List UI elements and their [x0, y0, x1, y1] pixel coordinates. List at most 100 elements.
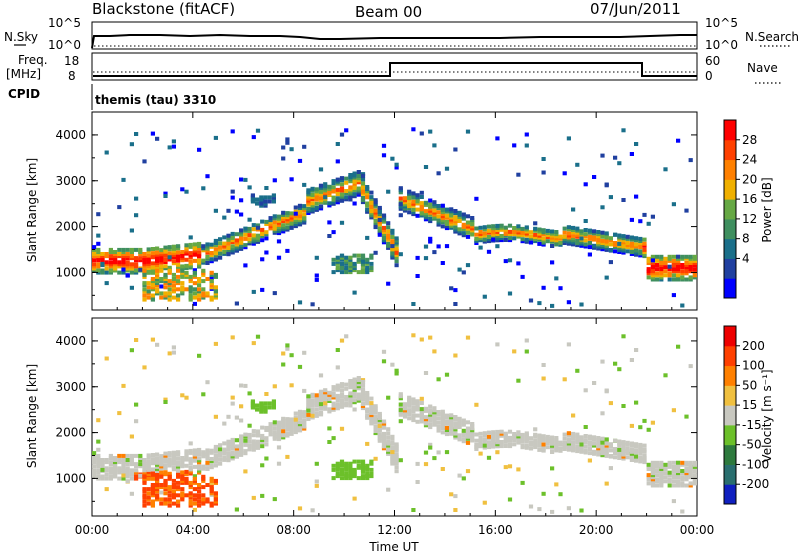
velocity-echo-cell [516, 378, 521, 383]
velocity-echo-cell [230, 450, 235, 455]
velocity-echo-cell [188, 480, 193, 485]
velocity-echo-cell [541, 446, 546, 451]
velocity-echo-cell [163, 485, 168, 490]
power-echo-cell [373, 218, 378, 223]
power-echo-cell [100, 254, 105, 259]
power-echo-cell [642, 247, 647, 252]
power-echo-cell [213, 272, 218, 277]
velocity-echo-cell [352, 407, 357, 412]
velocity-echo-cell [512, 432, 517, 436]
velocity-echo-cell [587, 447, 592, 451]
velocity-echo-cell [638, 449, 643, 454]
power-echo-cell [423, 165, 429, 169]
power-echo-cell [646, 256, 651, 261]
velocity-echo-cell [671, 499, 676, 504]
power-echo-cell [369, 261, 374, 266]
power-echo-cell [339, 182, 345, 187]
velocity-echo-cell [541, 491, 546, 496]
velocity-echo-cell [335, 348, 340, 352]
velocity-echo-cell [604, 481, 609, 486]
power-echo-cell [436, 210, 441, 215]
velocity-echo-cell [571, 434, 576, 438]
power-echo-cell [461, 216, 466, 221]
velocity-echo-cell [218, 451, 223, 456]
velocity-echo-cell [176, 493, 181, 498]
power-echo-cell [205, 244, 210, 249]
velocity-echo-cell [180, 487, 185, 492]
velocity-echo-cell [171, 491, 176, 496]
power-echo-cell [263, 195, 268, 200]
velocity-echo-cell [226, 447, 231, 452]
ytick-label: 4000 [55, 128, 86, 142]
velocity-echo-cell [470, 422, 475, 426]
power-echo-cell [566, 231, 571, 236]
velocity-echo-cell [184, 457, 189, 462]
power-echo-cell [344, 268, 349, 273]
power-echo-cell [608, 238, 613, 243]
power-echo-cell [205, 242, 210, 247]
velocity-echo-cell [251, 433, 256, 438]
power-echo-cell [394, 259, 399, 264]
power-echo-cell [247, 237, 252, 242]
velocity-echo-cell [390, 441, 395, 445]
velocity-echo-cell [192, 501, 197, 506]
power-echo-cell [440, 212, 445, 216]
power-echo-cell [659, 271, 664, 276]
velocity-echo-cell [617, 367, 622, 372]
power-echo-cell [297, 214, 303, 219]
velocity-echo-cell [209, 478, 214, 483]
freq-trace [93, 62, 697, 77]
velocity-echo-cell [365, 407, 370, 412]
power-plot-frame [91, 111, 698, 311]
power-echo-cell [180, 289, 185, 294]
velocity-echo-cell [495, 444, 500, 449]
velocity-echo-cell [470, 432, 475, 437]
power-echo-cell [629, 241, 634, 246]
power-echo-cell [113, 266, 118, 271]
power-echo-cell [503, 229, 508, 234]
velocity-echo-cell [377, 418, 382, 423]
velocity-echo-cell [239, 444, 244, 449]
velocity-echo-cell [155, 464, 160, 469]
power-echo-cell [314, 201, 319, 206]
velocity-echo-cell [188, 491, 193, 496]
power-echo-cell [428, 198, 433, 203]
power-echo-cell [339, 261, 345, 266]
power-echo-cell [617, 237, 622, 242]
power-echo-cell [197, 287, 202, 292]
velocity-echo-cell [617, 439, 622, 444]
power-echo-cell [684, 269, 689, 274]
velocity-echo-cell [276, 433, 282, 437]
velocity-echo-cell [659, 460, 664, 465]
power-echo-cell [213, 293, 218, 298]
velocity-echo-cell [142, 503, 147, 508]
power-echo-cell [159, 291, 164, 296]
power-echo-cell [646, 267, 651, 272]
power-echo-cell [289, 225, 294, 230]
velocity-echo-cell [192, 474, 197, 479]
velocity-echo-cell [155, 493, 160, 498]
power-echo-cell [365, 201, 370, 206]
velocity-echo-cell [331, 405, 336, 410]
velocity-echo-cell [415, 419, 420, 424]
power-echo-cell [680, 271, 685, 276]
power-echo-cell [474, 226, 479, 231]
power-echo-cell [352, 261, 357, 266]
velocity-echo-cell [650, 467, 655, 471]
velocity-echo-cell [617, 443, 622, 448]
velocity-echo-cell [197, 483, 202, 487]
power-echo-cell [352, 266, 357, 270]
power-echo-cell [495, 223, 500, 228]
power-echo-cell [617, 250, 622, 254]
velocity-echo-cell [365, 409, 370, 414]
velocity-echo-cell [146, 495, 151, 500]
power-echo-cell [339, 132, 345, 137]
power-echo-cell [608, 260, 613, 265]
power-echo-cell [491, 234, 496, 239]
velocity-echo-cell [608, 442, 613, 447]
power-echo-cell [465, 234, 471, 239]
velocity-echo-cell [369, 472, 374, 476]
power-echo-cell [516, 232, 521, 237]
power-echo-cell [495, 228, 500, 232]
velocity-echo-cell [676, 460, 681, 465]
